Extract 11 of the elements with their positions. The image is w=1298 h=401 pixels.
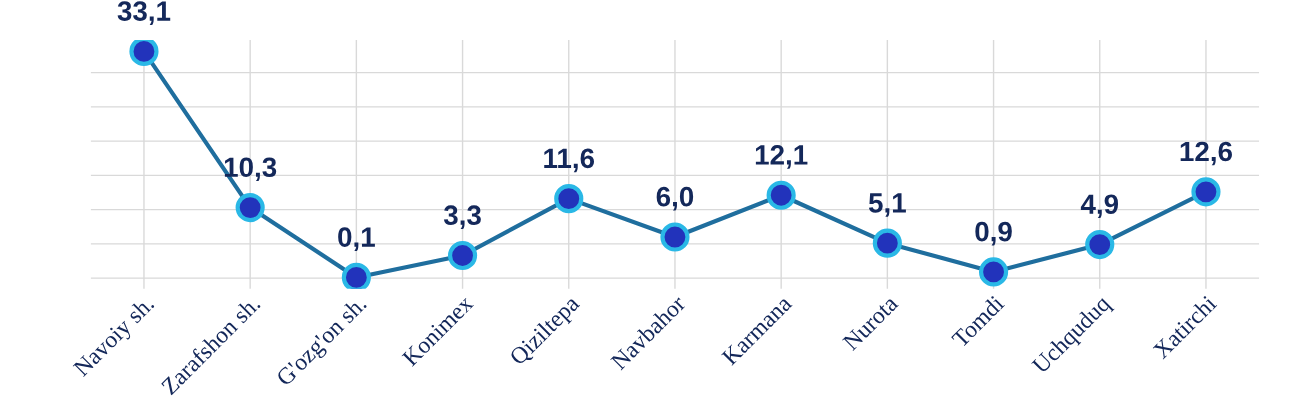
data-label: 4,9 [1080, 194, 1119, 219]
data-label: 5,1 [868, 193, 906, 217]
data-label: 0,1 [338, 227, 375, 251]
data-label: 33,1 [117, 1, 171, 25]
data-label: 12,6 [1180, 141, 1232, 166]
data-label: 3,3 [443, 205, 481, 230]
data-label: 6,0 [656, 186, 694, 211]
data-label: 12,1 [755, 145, 808, 169]
data-label: 11,6 [544, 148, 595, 173]
data-label: 10,3 [224, 157, 277, 182]
data-label: 0,9 [975, 221, 1012, 246]
